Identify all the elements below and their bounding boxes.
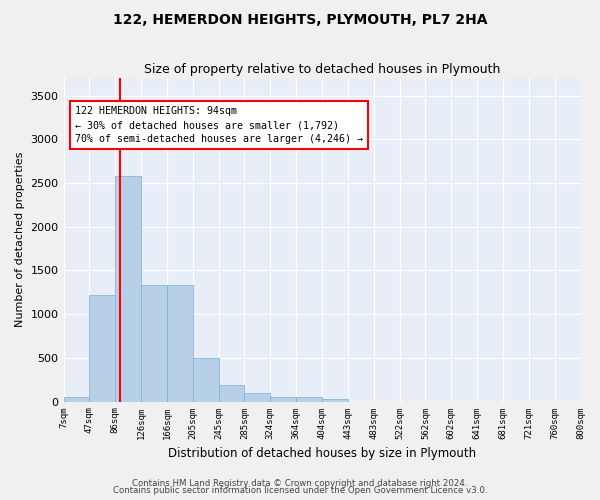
Text: Contains public sector information licensed under the Open Government Licence v3: Contains public sector information licen… bbox=[113, 486, 487, 495]
Bar bbox=[141, 286, 167, 402]
Bar bbox=[322, 399, 348, 402]
Text: Contains HM Land Registry data © Crown copyright and database right 2024.: Contains HM Land Registry data © Crown c… bbox=[132, 478, 468, 488]
Text: 122 HEMERDON HEIGHTS: 94sqm
← 30% of detached houses are smaller (1,792)
70% of : 122 HEMERDON HEIGHTS: 94sqm ← 30% of det… bbox=[75, 106, 363, 144]
X-axis label: Distribution of detached houses by size in Plymouth: Distribution of detached houses by size … bbox=[168, 447, 476, 460]
Bar bbox=[193, 358, 218, 402]
Bar bbox=[244, 393, 271, 402]
Text: 122, HEMERDON HEIGHTS, PLYMOUTH, PL7 2HA: 122, HEMERDON HEIGHTS, PLYMOUTH, PL7 2HA bbox=[113, 12, 487, 26]
Bar bbox=[296, 397, 322, 402]
Bar bbox=[218, 385, 244, 402]
Bar bbox=[89, 295, 115, 402]
Y-axis label: Number of detached properties: Number of detached properties bbox=[15, 152, 25, 328]
Title: Size of property relative to detached houses in Plymouth: Size of property relative to detached ho… bbox=[144, 62, 500, 76]
Bar bbox=[167, 286, 193, 402]
Bar bbox=[64, 397, 89, 402]
Bar bbox=[271, 397, 296, 402]
Bar bbox=[115, 176, 141, 402]
